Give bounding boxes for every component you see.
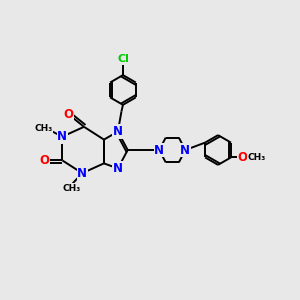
Text: N: N (57, 130, 67, 143)
Text: N: N (77, 167, 87, 180)
Text: CH₃: CH₃ (62, 184, 80, 193)
Text: Cl: Cl (117, 54, 129, 64)
Text: O: O (237, 151, 247, 164)
Text: N: N (180, 143, 190, 157)
Text: N: N (113, 125, 123, 138)
Text: CH₃: CH₃ (34, 124, 53, 133)
Text: CH₃: CH₃ (248, 153, 266, 162)
Text: O: O (39, 154, 49, 167)
Text: O: O (64, 108, 74, 121)
Text: N: N (113, 162, 123, 175)
Text: N: N (154, 143, 164, 157)
